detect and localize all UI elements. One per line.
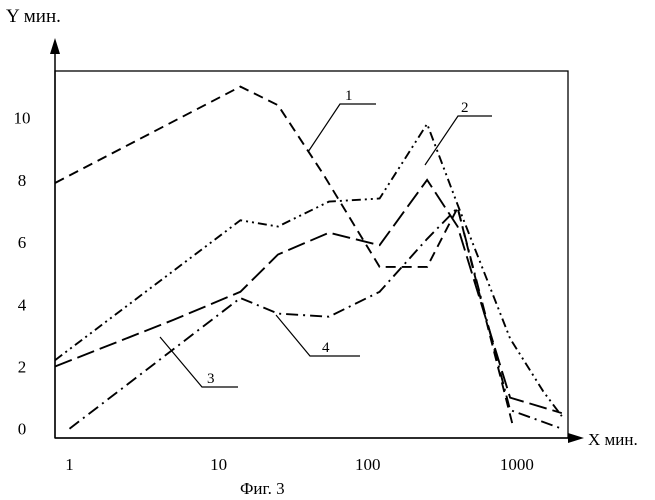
annotation-1-leader bbox=[308, 104, 376, 152]
y-tick-labels: 0 2 4 6 8 10 bbox=[14, 109, 31, 439]
x-tick-label: 1 bbox=[65, 455, 74, 474]
annotation-3-label: 3 bbox=[207, 371, 215, 387]
x-tick-label: 100 bbox=[355, 455, 381, 474]
series-layer bbox=[55, 87, 562, 429]
annotation-1-label: 1 bbox=[345, 88, 353, 104]
plot-frame bbox=[55, 71, 568, 438]
y-tick-label: 0 bbox=[18, 420, 27, 439]
series-line-2 bbox=[55, 124, 562, 416]
y-tick-label: 10 bbox=[14, 109, 31, 128]
annotation-2-label: 2 bbox=[461, 100, 469, 116]
annotation-4: 4 bbox=[276, 315, 360, 356]
annotation-1: 1 bbox=[308, 88, 376, 152]
series-line-3 bbox=[55, 180, 562, 413]
series-line-1 bbox=[55, 87, 514, 429]
annotation-4-leader bbox=[276, 315, 360, 356]
annotation-2-leader bbox=[425, 116, 492, 165]
y-tick-label: 6 bbox=[18, 233, 27, 252]
series-line-4 bbox=[70, 208, 562, 429]
y-tick-label: 4 bbox=[18, 295, 27, 314]
y-axis-label: Y мин. bbox=[6, 6, 61, 27]
y-tick-label: 8 bbox=[18, 171, 27, 190]
x-axis-arrow bbox=[568, 433, 584, 443]
y-tick-label: 2 bbox=[18, 357, 27, 376]
annotation-3-leader bbox=[160, 337, 238, 387]
annotation-4-label: 4 bbox=[322, 340, 330, 356]
figure-caption: Фиг. 3 bbox=[240, 479, 285, 498]
annotation-2: 2 bbox=[425, 100, 492, 165]
x-tick-label: 10 bbox=[210, 455, 227, 474]
x-axis-label: X мин. bbox=[588, 430, 638, 449]
y-axis-arrow bbox=[50, 38, 60, 54]
x-tick-label: 1000 bbox=[500, 455, 534, 474]
annotation-3: 3 bbox=[160, 337, 238, 387]
x-tick-labels: 1 10 100 1000 bbox=[65, 455, 534, 474]
